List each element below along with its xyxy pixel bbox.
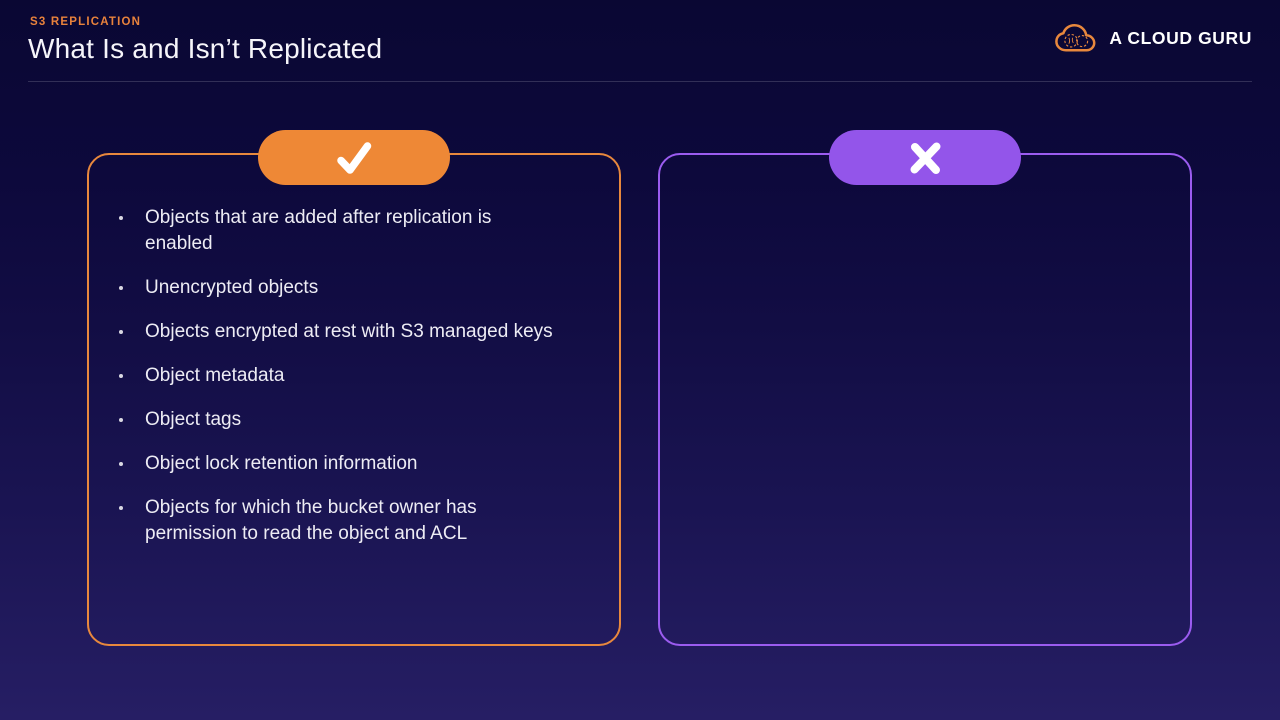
list-item: Object metadata [116,363,553,389]
list-item: Objects that are added after replication… [116,205,553,257]
brand-name: A CLOUD GURU [1109,28,1252,48]
slide-eyebrow: S3 REPLICATION [30,16,142,28]
replicated-list: Objects that are added after replication… [89,155,619,547]
check-icon [333,139,375,177]
brand-logo: A CLOUD GURU [1052,22,1252,55]
not-replicated-badge [829,130,1021,185]
list-item: Objects for which the bucket owner has p… [116,495,553,547]
list-item: Object lock retention information [116,451,553,477]
replicated-panel: Objects that are added after replication… [87,130,621,646]
header-divider [28,81,1252,82]
x-icon [906,139,944,177]
page-title: What Is and Isn’t Replicated [28,33,383,64]
list-item: Objects encrypted at rest with S3 manage… [116,319,553,345]
not-replicated-panel [658,130,1192,646]
list-item: Object tags [116,407,553,433]
cloud-guru-icon [1052,22,1099,55]
list-item: Unencrypted objects [116,275,553,301]
replicated-badge [258,130,450,185]
